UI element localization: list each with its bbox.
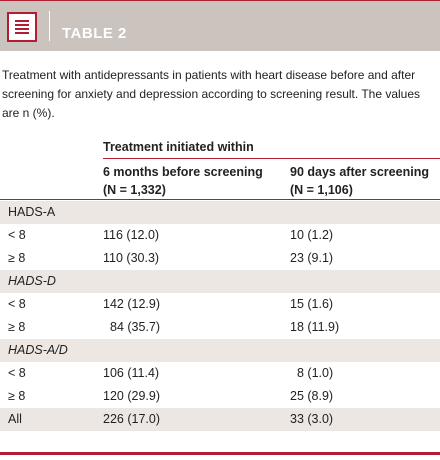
row-label: < 8 [8,366,26,380]
row-label: < 8 [8,228,26,242]
table-document-icon [7,12,37,42]
table-row: ≥ 8 84 (35.7) 18 (11.9) [0,316,440,339]
row-label: < 8 [8,297,26,311]
row-label: HADS-D [8,274,56,288]
cell-before: 142 (12.9) [103,297,160,311]
cell-before: 110 (30.3) [103,251,160,265]
table-caption: Treatment with antidepressants in patien… [2,68,421,120]
cell-after: 10 (1.2) [290,228,334,242]
table-title: TABLE 2 [62,25,127,42]
row-label: All [8,412,22,426]
cell-after: 8 (1.0) [297,366,334,380]
group-header-rule [103,158,440,159]
column-group-header: Treatment initiated within [103,140,254,154]
row-label: ≥ 8 [8,389,26,403]
row-label: ≥ 8 [8,320,26,334]
cell-before: 106 (11.4) [103,366,160,380]
table-row-section-hads-d: HADS-D [0,270,440,293]
table-row-section-hads-a: HADS-A [0,201,440,224]
cell-after: 15 (1.6) [290,297,334,311]
table-row: ≥ 8 120 (29.9) 25 (8.9) [0,385,440,408]
row-label: ≥ 8 [8,251,26,265]
table-row-all: All 226 (17.0) 33 (3.0) [0,408,440,431]
row-label: HADS-A [8,205,56,219]
cell-after: 23 (9.1) [290,251,334,265]
column-header-before-line2: (N = 1,332) [103,183,166,197]
column-header-before-line1: 6 months before screening [103,165,263,179]
cell-before: 84 (35.7) [110,320,161,334]
cell-after: 18 (11.9) [290,320,340,334]
row-label: HADS-A/D [8,343,68,357]
table-row: < 8 106 (11.4) 8 (1.0) [0,362,440,385]
column-header-before: 6 months before screening (N = 1,332) [103,163,263,199]
cell-before: 116 (12.0) [103,228,160,242]
table-header-bar: TABLE 2 [0,0,440,51]
column-header-after-line2: (N = 1,106) [290,183,353,197]
header-rule [0,199,440,200]
table-row: < 8 142 (12.9) 15 (1.6) [0,293,440,316]
header-divider [49,11,50,41]
cell-before: 226 (17.0) [103,412,160,426]
cell-after: 25 (8.9) [290,389,334,403]
cell-after: 33 (3.0) [290,412,334,426]
table-row-section-hads-ad: HADS-A/D [0,339,440,362]
column-header-after: 90 days after screening (N = 1,106) [290,163,429,199]
table-row: ≥ 8 110 (30.3) 23 (9.1) [0,247,440,270]
cell-before: 120 (29.9) [103,389,160,403]
column-header-after-line1: 90 days after screening [290,165,429,179]
table-row: < 8 116 (12.0) 10 (1.2) [0,224,440,247]
table-bottom-rule [0,452,440,455]
